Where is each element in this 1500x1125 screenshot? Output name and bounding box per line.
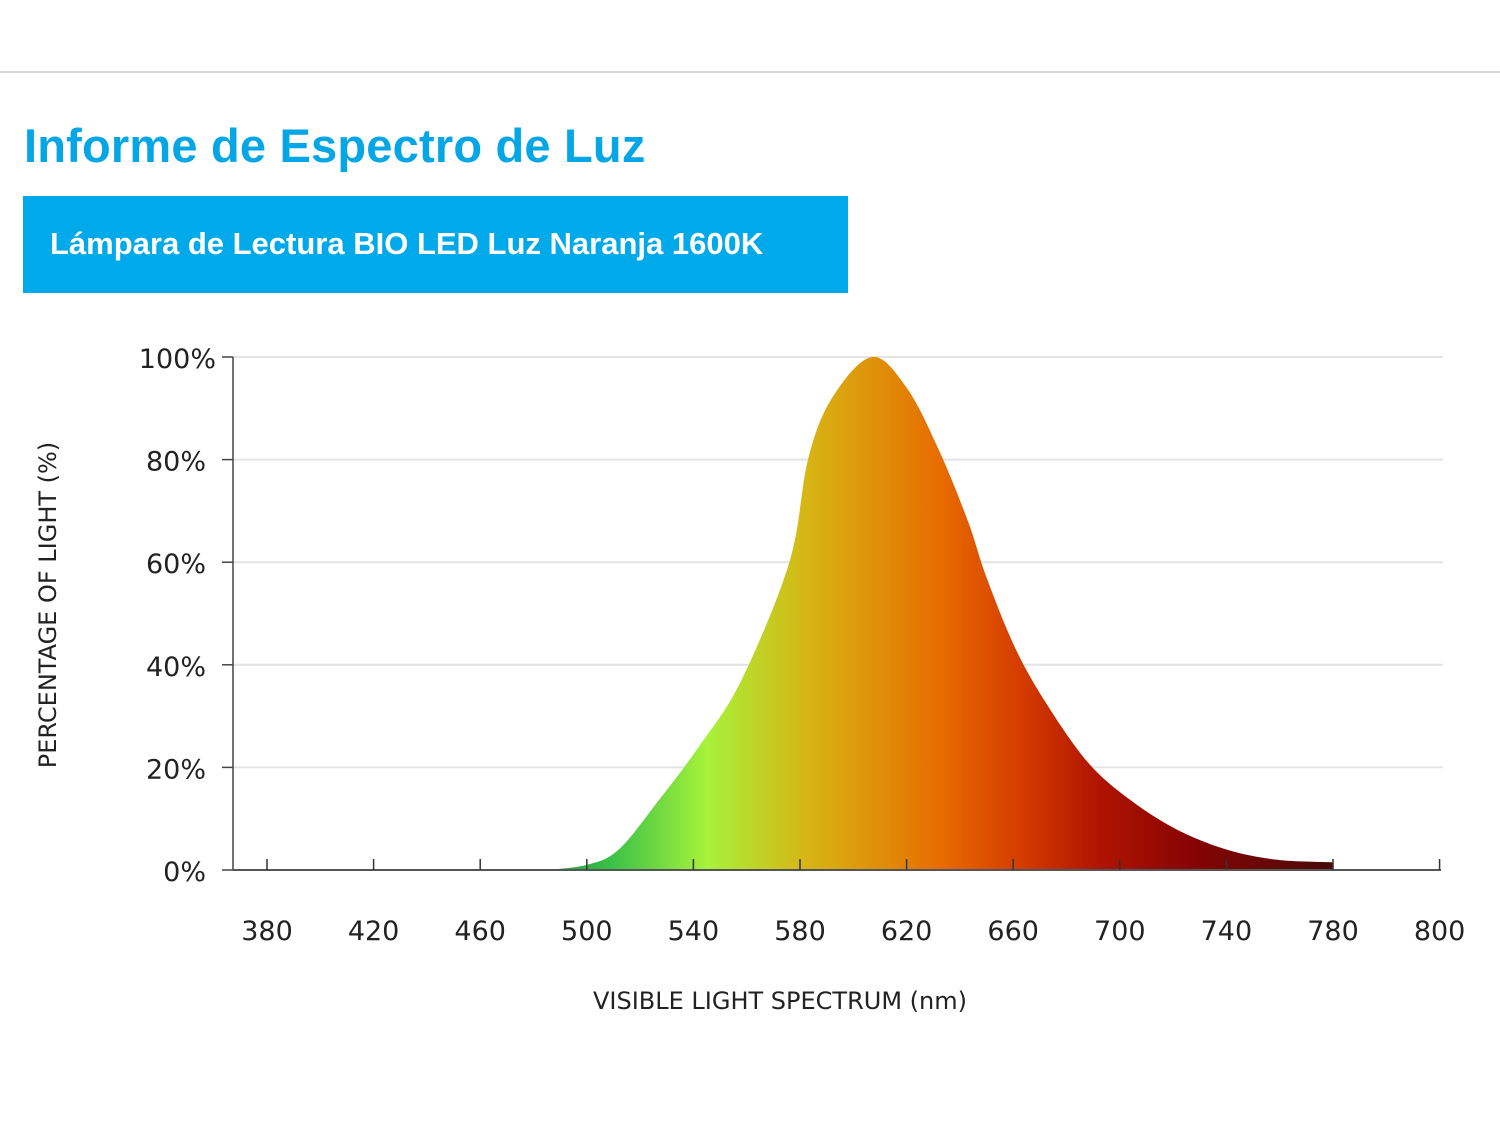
x-tick-label: 660 (987, 916, 1039, 947)
x-tick-label: 740 (1201, 916, 1253, 947)
y-tick-label: 40% (146, 652, 206, 683)
y-tick-label: 20% (146, 754, 206, 785)
x-tick-label: 620 (881, 916, 933, 947)
y-tick-label: 0% (163, 857, 206, 888)
x-tick-label: 580 (774, 916, 826, 947)
x-tick-label: 380 (241, 916, 293, 947)
page-title: Informe de Espectro de Luz (24, 119, 646, 172)
y-tick-label: 60% (146, 549, 206, 580)
x-tick-label: 540 (668, 916, 720, 947)
product-banner: Lámpara de Lectura BIO LED Luz Naranja 1… (23, 196, 848, 293)
y-tick-label: 100% (139, 344, 216, 375)
x-tick-label: 460 (454, 916, 506, 947)
x-tick-label: 500 (561, 916, 613, 947)
x-tick-label: 800 (1414, 916, 1466, 947)
x-axis-label: VISIBLE LIGHT SPECTRUM (nm) (593, 987, 967, 1015)
y-axis-label: PERCENTAGE OF LIGHT (%) (34, 442, 62, 768)
x-tick-label: 700 (1094, 916, 1146, 947)
spectrum-area (546, 356, 1333, 870)
x-tick-label: 780 (1307, 916, 1359, 947)
top-divider (0, 71, 1500, 73)
x-tick-label: 420 (348, 916, 400, 947)
y-tick-label: 80% (146, 447, 206, 478)
product-name: Lámpara de Lectura BIO LED Luz Naranja 1… (50, 226, 764, 261)
